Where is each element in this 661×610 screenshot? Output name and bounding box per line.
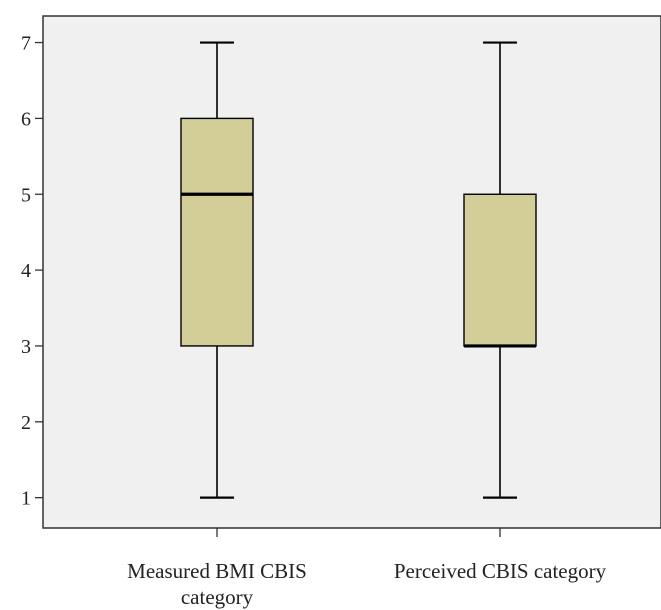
y-tick-label: 7 — [21, 33, 31, 55]
y-tick-label: 3 — [21, 336, 31, 358]
y-tick-label: 4 — [21, 260, 31, 282]
x-axis: Measured BMI CBIS category Perceived CBIS … — [127, 528, 607, 609]
x-category-label: Perceived CBIS category — [394, 559, 607, 583]
iqr-box — [180, 117, 254, 347]
y-axis: 1 2 3 4 5 6 7 — [21, 33, 43, 510]
y-tick-label: 2 — [21, 412, 31, 434]
x-category-label-line: Perceived CBIS category — [394, 559, 607, 583]
x-category-label-line: category — [181, 585, 254, 609]
x-category-label-line: Measured BMI CBIS — [127, 559, 307, 583]
boxes-group — [180, 41, 537, 499]
y-tick-label: 6 — [21, 108, 31, 130]
y-tick-label: 5 — [21, 184, 31, 206]
x-category-label: Measured BMI CBIS category — [127, 559, 307, 609]
box-plot — [463, 41, 537, 499]
iqr-box — [463, 193, 537, 347]
plot-area — [42, 15, 661, 529]
y-tick-label: 1 — [21, 488, 31, 510]
box-plot — [180, 41, 254, 499]
